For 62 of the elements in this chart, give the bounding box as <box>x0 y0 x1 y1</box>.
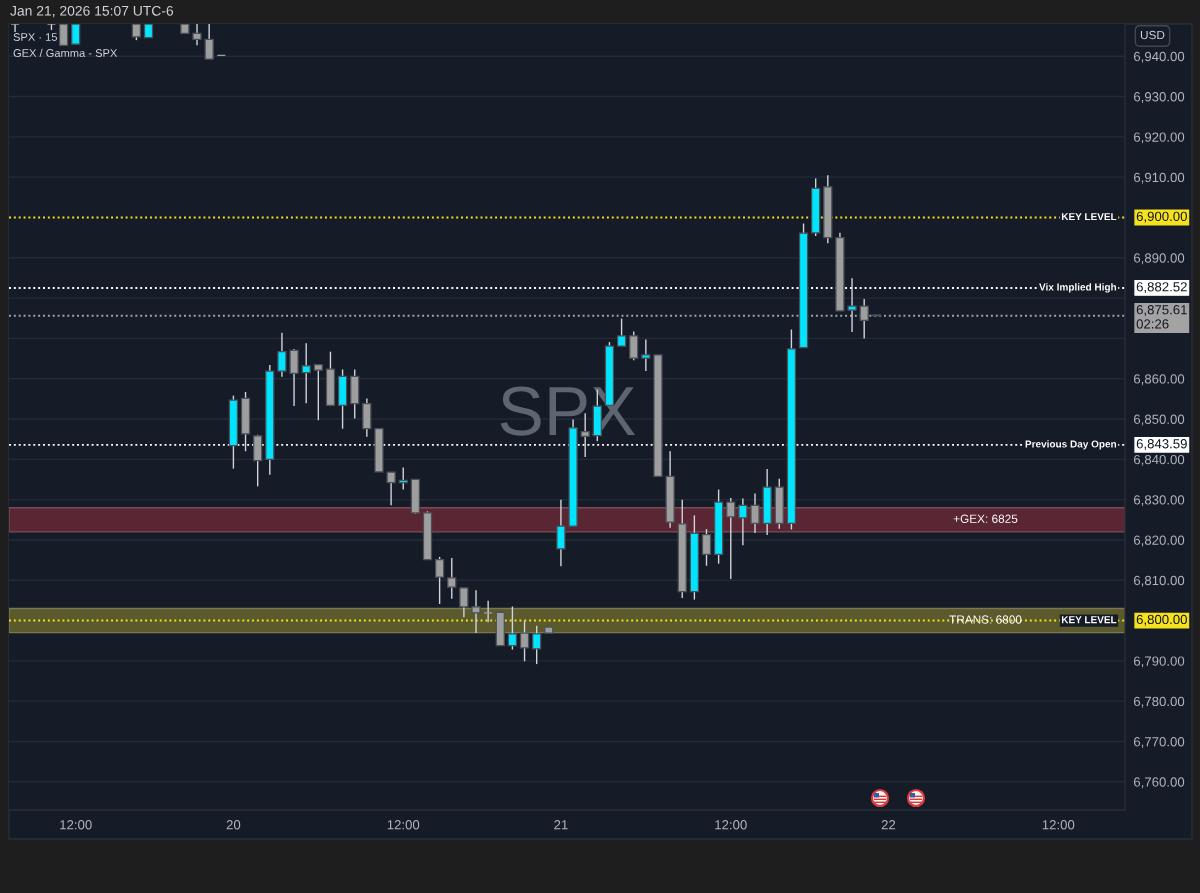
candlestick <box>641 338 651 372</box>
y-tick-label: 6,850.00 <box>1134 414 1185 426</box>
y-tick-label: 6,760.00 <box>1134 777 1185 789</box>
text: 6,900.00 <box>1136 211 1187 223</box>
candlestick <box>447 557 457 600</box>
y-tick-label: 6,810.00 <box>1134 575 1185 587</box>
candlestick <box>471 589 481 634</box>
candlestick <box>629 330 639 361</box>
candlestick <box>532 625 542 665</box>
ref-line-label: KEY LEVEL <box>1061 616 1117 624</box>
candlestick <box>313 363 323 421</box>
candlestick <box>192 24 202 47</box>
y-tick-label: 6,840.00 <box>1134 454 1185 466</box>
y-tick-label: 6,820.00 <box>1134 535 1185 547</box>
x-tick-label: 12:00 <box>715 820 747 830</box>
text: GEX / Gamma - SPX <box>13 48 118 57</box>
candlestick <box>289 348 299 407</box>
candlestick <box>204 24 214 60</box>
candlestick <box>507 605 518 651</box>
text: SPX · 15 <box>13 33 57 41</box>
candlestick <box>386 471 396 506</box>
ref-line-label: Previous Day Open <box>1025 440 1117 450</box>
candlestick <box>847 277 857 333</box>
candlestick <box>726 497 736 580</box>
y-tick-label: 6,770.00 <box>1134 737 1185 748</box>
candlestick <box>519 619 530 662</box>
x-tick-label: 20 <box>226 820 241 830</box>
x-tick-label: 12:00 <box>387 820 420 830</box>
candlestick <box>435 556 445 605</box>
candlestick <box>459 587 469 619</box>
text: 6,882.52 <box>1136 282 1187 294</box>
band-label: TRANS: 6800 <box>949 615 1022 624</box>
x-tick-label: 12:00 <box>60 820 92 830</box>
ref-line-label: KEY LEVEL <box>1061 213 1117 221</box>
candlestick <box>701 528 712 567</box>
y-tick-label: 6,890.00 <box>1134 253 1185 265</box>
y-tick-label: 6,930.00 <box>1134 92 1185 104</box>
text: 6,875.61 02:26 <box>1136 305 1187 329</box>
candlestick <box>616 317 627 347</box>
band-label: +GEX: 6825 <box>953 514 1018 523</box>
candlestick <box>71 24 81 45</box>
x-tick-label: 21 <box>554 820 568 830</box>
y-tick-label: 6,790.00 <box>1134 656 1185 668</box>
text: 6,843.59 <box>1136 439 1187 450</box>
text: 6,800.00 <box>1136 614 1187 626</box>
candlestick <box>277 332 287 378</box>
candlestick <box>738 497 748 546</box>
text: Jan 21, 2026 15:07 UTC-6 <box>10 5 174 18</box>
text: USD <box>1140 30 1165 40</box>
x-tick-label: 22 <box>881 820 896 830</box>
candlestick <box>556 498 566 567</box>
candlestick <box>301 342 311 404</box>
ref-line-label: Vix Implied High <box>1039 283 1117 293</box>
y-tick-label: 6,780.00 <box>1134 696 1185 708</box>
y-tick-label: 6,920.00 <box>1134 132 1185 144</box>
x-tick-label: 12:00 <box>1042 820 1075 830</box>
candlestick <box>58 24 69 46</box>
y-tick-label: 6,830.00 <box>1134 495 1185 507</box>
y-tick-label: 6,940.00 <box>1134 51 1185 63</box>
y-tick-label: 6,860.00 <box>1134 374 1185 386</box>
candlestick <box>750 492 760 534</box>
y-tick-label: 6,910.00 <box>1134 172 1185 184</box>
